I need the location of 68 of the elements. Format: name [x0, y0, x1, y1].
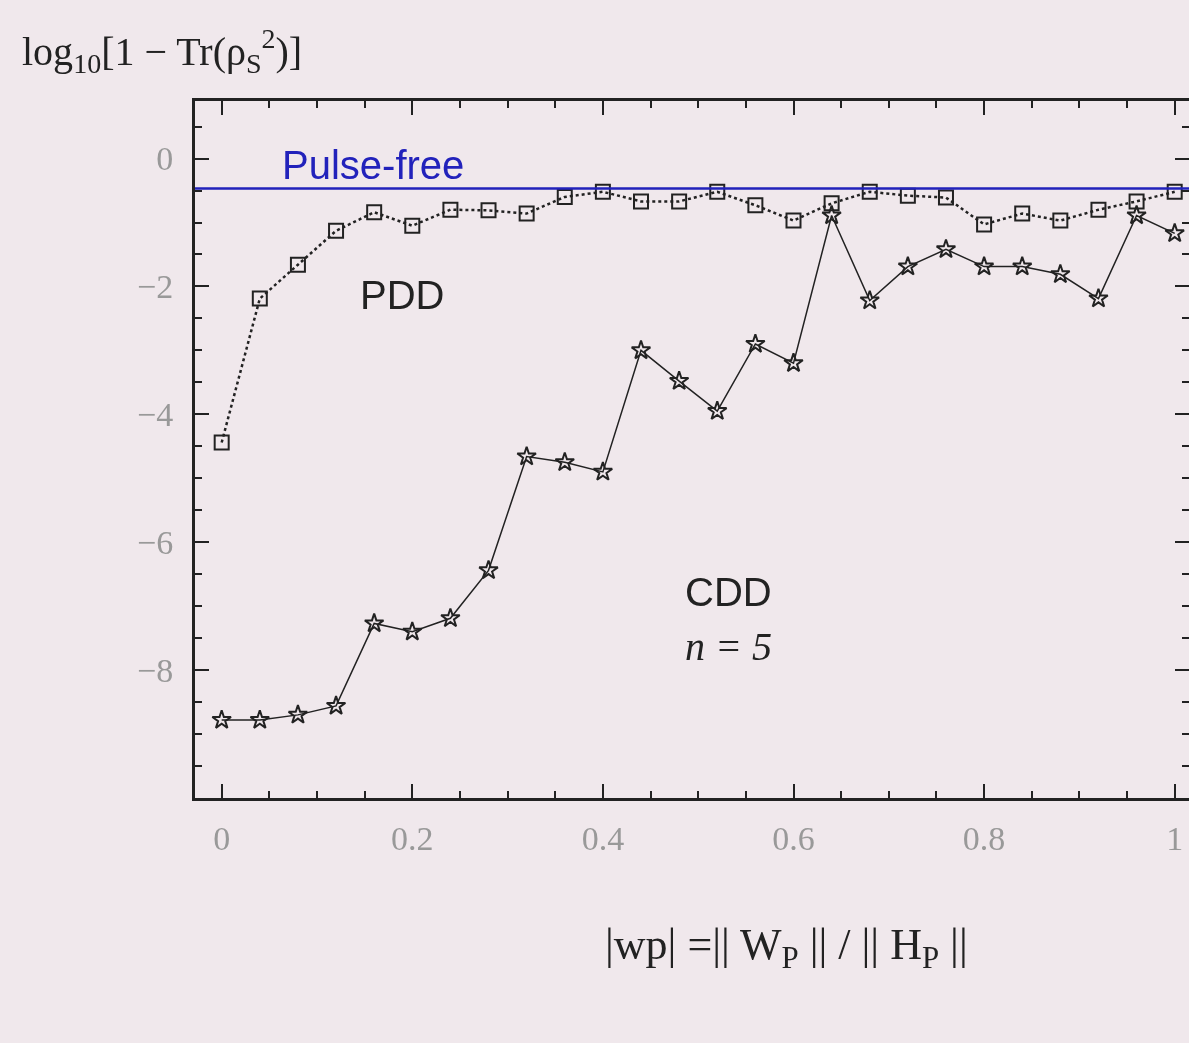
point: [861, 183, 878, 200]
y-tick-label: −6: [137, 524, 174, 562]
point: [594, 183, 611, 200]
point: [821, 204, 842, 225]
point: [1050, 263, 1071, 284]
point: [897, 255, 919, 276]
point: [706, 400, 728, 421]
point: [478, 559, 499, 580]
point: [554, 451, 576, 472]
point: [325, 695, 347, 715]
point: [671, 193, 688, 210]
point: [287, 704, 309, 724]
point: [211, 709, 232, 729]
point: [783, 352, 804, 373]
point: [935, 238, 957, 259]
point: [1090, 201, 1107, 218]
point: [251, 290, 268, 307]
point: [785, 212, 802, 229]
x-tick-label: 0.4: [581, 819, 625, 857]
point: [630, 339, 652, 360]
series-label: PDD: [360, 273, 445, 317]
ref-line-label: Pulse-free: [282, 143, 465, 187]
point: [440, 607, 461, 628]
point: [556, 188, 573, 205]
x-tick-label: 1: [1166, 819, 1184, 857]
point: [976, 216, 993, 233]
x-tick-label: 0.2: [391, 819, 434, 857]
text: CDD: [685, 570, 772, 614]
point: [404, 217, 421, 234]
point: [973, 255, 995, 276]
annotation: n = 5: [685, 624, 772, 669]
y-tick-label: 0: [156, 140, 174, 178]
point: [289, 256, 306, 273]
point: [1126, 204, 1147, 225]
point: [668, 370, 690, 391]
point: [366, 204, 383, 221]
point: [1128, 193, 1145, 210]
x-tick-label: 0.6: [772, 819, 815, 857]
x-tick-label: 0.8: [962, 819, 1006, 857]
point: [363, 612, 385, 633]
point: [859, 289, 881, 310]
x-tick-label: 0: [213, 819, 231, 857]
point: [249, 709, 271, 729]
point: [1014, 205, 1031, 222]
point: [823, 195, 840, 212]
point: [1011, 255, 1033, 276]
y-axis-title: log$_{10}$[1 − Tr(ρ$_{S}$$^{2}$)]: [22, 23, 303, 80]
point: [1052, 212, 1069, 229]
point: [442, 201, 459, 218]
point: [592, 461, 614, 481]
point: [1166, 183, 1183, 200]
point: [518, 205, 535, 222]
point: [1164, 222, 1186, 243]
point: [745, 333, 766, 353]
point: [747, 197, 764, 214]
x-axis-title: |wp| =|| W$_{P}$ || / || H$_{P}$ ||: [605, 920, 968, 976]
y-tick-label: −2: [137, 268, 174, 306]
y-tick-label: −4: [137, 396, 174, 434]
point: [213, 434, 230, 451]
y-tick-label: −8: [137, 652, 174, 690]
point: [480, 202, 497, 219]
point: [709, 183, 726, 200]
point: [1088, 287, 1109, 308]
point: [633, 193, 650, 210]
point: [937, 189, 954, 206]
point: [516, 445, 537, 466]
point: [401, 620, 423, 641]
point: [328, 222, 345, 239]
